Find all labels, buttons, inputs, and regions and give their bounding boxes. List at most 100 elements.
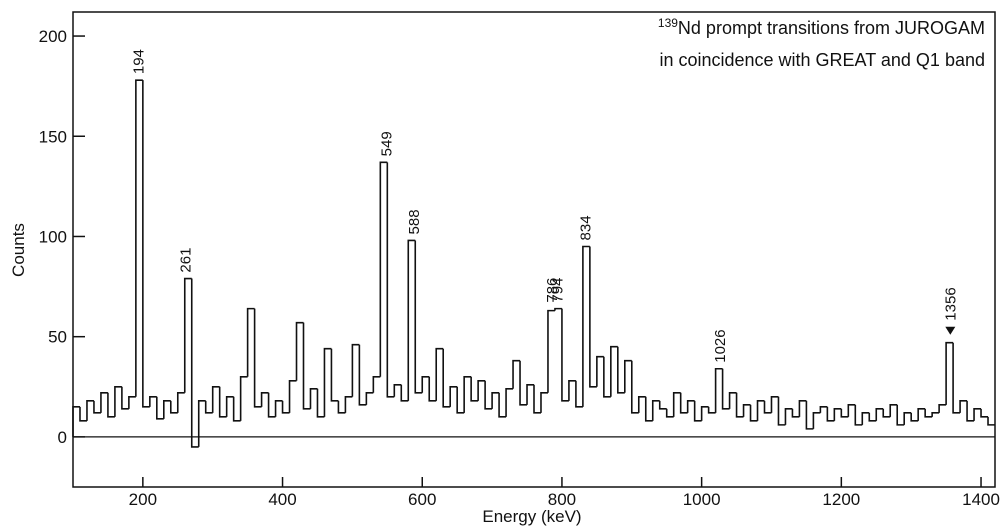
histogram-bin: [470, 376, 479, 402]
histogram-bin: [735, 392, 744, 418]
histogram-bin: [693, 400, 702, 422]
histogram-bin: [463, 375, 472, 413]
histogram-bin: [393, 383, 402, 397]
histogram-bin: [505, 387, 514, 417]
histogram-bin: [107, 392, 115, 418]
histogram-bin: [477, 379, 486, 401]
x-tick-label: 800: [548, 490, 576, 509]
histogram-bin: [777, 396, 786, 426]
y-tick-label: 200: [39, 27, 67, 46]
histogram-bin: [554, 307, 562, 311]
histogram-bin: [407, 239, 416, 401]
histogram-bin: [644, 396, 653, 422]
histogram-bin: [875, 408, 884, 421]
histogram-bin: [114, 385, 122, 417]
histogram-bin: [617, 346, 625, 394]
histogram-bin: [637, 396, 646, 413]
histogram-bin: [211, 385, 220, 413]
histogram-bin: [246, 307, 255, 377]
histogram-bin: [826, 406, 835, 422]
histogram-bin: [959, 400, 968, 413]
histogram-bin: [882, 408, 891, 418]
histogram-bin: [847, 404, 856, 417]
histogram-bin: [358, 344, 367, 406]
histogram-bin: [980, 408, 989, 418]
histogram-bin: [896, 404, 905, 426]
histogram-bin: [791, 408, 800, 418]
title-text: Nd prompt transitions from JUROGAM: [678, 18, 985, 38]
histogram-bin: [512, 359, 521, 389]
histogram-bin: [665, 408, 674, 418]
histogram-bin: [218, 386, 227, 418]
histogram-bin: [868, 412, 877, 422]
histogram-bin: [568, 379, 576, 401]
histogram-bin: [330, 348, 339, 402]
histogram-bin: [142, 80, 150, 408]
x-tick-label: 400: [268, 490, 296, 509]
histogram-bin: [428, 376, 437, 402]
y-tick-label: 0: [58, 428, 67, 447]
histogram-bin: [274, 400, 283, 417]
x-tick-label: 200: [129, 490, 157, 509]
y-tick-label: 150: [39, 127, 67, 146]
histogram-bin: [442, 348, 451, 408]
histogram-bin: [840, 408, 849, 418]
histogram-bin: [987, 416, 995, 426]
peak-label: 549: [379, 131, 396, 156]
histogram-bin: [854, 404, 863, 426]
histogram-bin: [386, 162, 395, 398]
histogram-bin: [163, 400, 171, 419]
title-superscript: 139: [658, 16, 678, 30]
y-tick-label: 50: [48, 328, 67, 347]
histogram-bin: [547, 309, 555, 393]
histogram-bin: [365, 392, 374, 405]
histogram-bin: [498, 392, 507, 418]
histogram-bin: [945, 341, 954, 405]
histogram-bin: [260, 392, 269, 407]
histogram-bin: [414, 240, 423, 394]
histogram-bin: [232, 396, 241, 422]
histogram-bin: [756, 400, 765, 421]
histogram-bin: [519, 360, 528, 406]
histogram-bin: [421, 375, 430, 393]
histogram-bin: [281, 400, 290, 414]
histogram-bin: [484, 380, 493, 410]
histogram-bin: [812, 412, 821, 429]
histogram-bin: [135, 79, 143, 397]
histogram-bin: [239, 375, 248, 421]
histogram-bin: [707, 406, 716, 414]
histogram-bin: [344, 396, 353, 413]
histogram-bin: [435, 347, 444, 401]
histogram-bin: [337, 400, 346, 414]
histogram-bin: [589, 246, 597, 388]
histogram-bin: [225, 396, 234, 417]
histogram-bin: [267, 392, 276, 418]
histogram-bin: [903, 412, 912, 425]
histogram-bin: [917, 408, 926, 421]
histogram-bin: [449, 385, 458, 407]
histogram-bin: [603, 356, 611, 398]
histogram-bin: [714, 367, 723, 413]
histogram-bin: [931, 412, 940, 417]
histogram-bin: [910, 412, 919, 422]
histogram-bin: [183, 277, 192, 393]
histogram-bin: [309, 387, 318, 409]
histogram-bin: [651, 400, 660, 421]
peak-label: 1026: [712, 329, 729, 362]
histogram-bin: [679, 392, 688, 414]
peak-label: 834: [578, 215, 595, 240]
histogram-bin: [575, 380, 583, 408]
histogram-bin: [610, 345, 618, 397]
histogram-bin: [658, 400, 667, 410]
histogram-bin: [700, 406, 709, 421]
histogram-bin: [121, 386, 129, 410]
histogram-bin: [763, 400, 772, 414]
title-line: in coincidence with GREAT and Q1 band: [659, 50, 985, 70]
peak-label: 588: [406, 209, 423, 234]
histogram-bin: [149, 396, 157, 407]
histogram-bin: [100, 392, 108, 413]
histogram-bin: [295, 321, 304, 381]
x-tick-label: 1200: [822, 490, 860, 509]
peak-label: 794: [550, 278, 567, 303]
